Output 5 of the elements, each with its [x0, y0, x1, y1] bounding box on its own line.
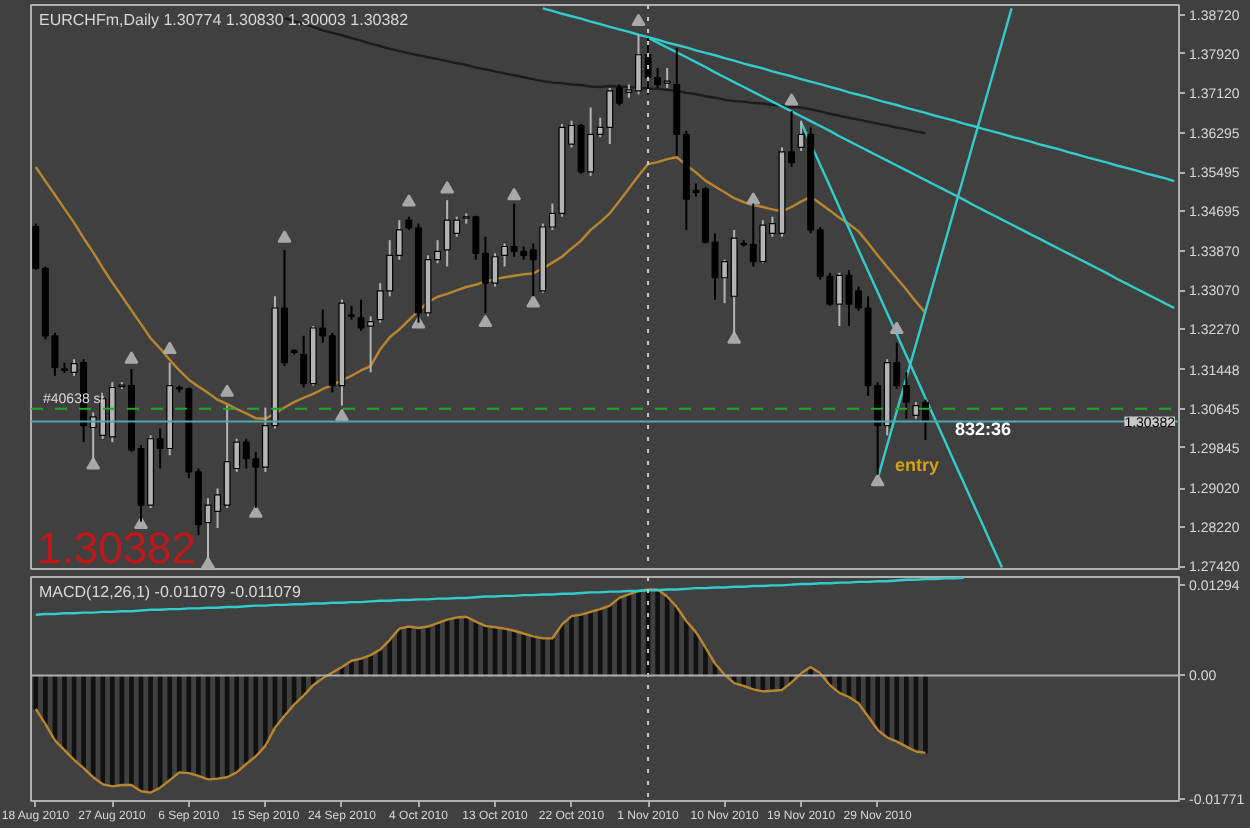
- annotation: entry: [894, 455, 940, 475]
- annotation: 1.30382: [37, 523, 197, 573]
- chart-title: MACD(12,26,1) -0.011079 -0.011079: [39, 583, 302, 601]
- annotation: 832:36: [954, 419, 1012, 439]
- chart-title: EURCHFm,Daily 1.30774 1.30830 1.30003 1.30382: [39, 11, 410, 29]
